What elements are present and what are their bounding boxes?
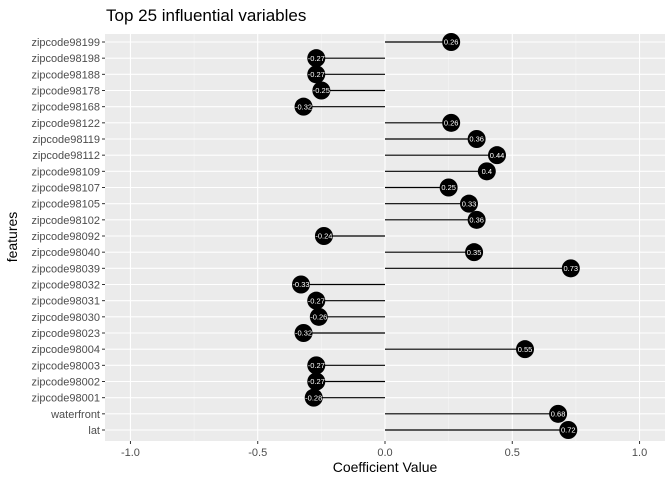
data-label: -0.33 — [292, 280, 309, 289]
y-tick-label: zipcode98032 — [31, 280, 100, 292]
x-axis-ticks: -1.0 -0.5 0.0 0.5 1.0 — [121, 441, 647, 459]
data-label: -0.27 — [308, 361, 325, 370]
lollipop-point — [307, 356, 326, 375]
y-tick-label: zipcode98122 — [31, 118, 100, 130]
y-tick-label: zipcode98198 — [31, 53, 100, 65]
lollipop-point — [442, 113, 461, 132]
y-tick-label: zipcode98030 — [31, 312, 100, 324]
lollipop-point — [549, 404, 568, 423]
y-tick-label: zipcode98031 — [31, 296, 100, 308]
lollipop-point — [467, 210, 486, 229]
data-label: -0.32 — [295, 102, 312, 111]
lollipop-point — [307, 291, 326, 310]
y-tick-label: zipcode98001 — [31, 393, 100, 405]
y-tick-label: zipcode98002 — [31, 377, 100, 389]
lollipop-stems — [301, 41, 571, 431]
y-axis-title: features — [4, 212, 20, 263]
data-label: 0.44 — [490, 151, 505, 160]
data-label: -0.27 — [308, 70, 325, 79]
x-tick-label: -1.0 — [121, 447, 140, 459]
y-tick-label: zipcode98004 — [31, 344, 100, 356]
y-axis-ticks: zipcode98199 zipcode98198 zipcode98188 zipc… — [31, 37, 105, 437]
y-tick-label: zipcode98178 — [31, 86, 100, 98]
lollipop-point — [442, 33, 461, 51]
data-label: 0.33 — [462, 199, 477, 208]
data-label: 0.36 — [469, 215, 484, 224]
lollipop-point — [307, 372, 326, 391]
lollipop-point — [465, 243, 484, 262]
y-tick-label: zipcode98188 — [31, 69, 100, 81]
lollipop-point — [516, 340, 534, 359]
lollipop-point — [307, 49, 326, 68]
lollipop-point — [292, 275, 310, 294]
data-label: -0.25 — [313, 86, 330, 95]
data-label: 0.55 — [518, 345, 533, 354]
data-label: 0.26 — [444, 118, 459, 127]
lollipop-point — [314, 227, 333, 245]
data-label: 0.73 — [564, 264, 579, 273]
x-tick-label: 0.0 — [377, 447, 392, 459]
x-tick-label: 0.5 — [505, 447, 520, 459]
lollipop-point — [488, 146, 506, 165]
data-label: -0.28 — [305, 393, 322, 402]
y-tick-label: zipcode98102 — [31, 215, 100, 227]
y-tick-label: zipcode98003 — [31, 360, 100, 372]
x-tick-label: 1.0 — [632, 447, 647, 459]
data-label: -0.24 — [315, 232, 332, 241]
data-label: -0.32 — [295, 329, 312, 338]
y-tick-label: zipcode98119 — [32, 134, 100, 146]
data-label: -0.27 — [308, 54, 325, 63]
y-tick-label: zipcode98112 — [32, 150, 100, 162]
data-label: 0.68 — [551, 409, 566, 418]
y-tick-label: zipcode98023 — [31, 328, 100, 340]
y-tick-label: zipcode98168 — [31, 102, 100, 114]
y-tick-label: zipcode98107 — [31, 183, 100, 195]
lollipop-point — [309, 307, 328, 326]
lollipop-point — [477, 162, 496, 181]
y-tick-label: zipcode98040 — [31, 247, 100, 259]
y-tick-label: zipcode98039 — [31, 263, 100, 275]
lollipop-point — [294, 324, 313, 342]
y-tick-label: waterfront — [50, 409, 100, 421]
lollipop-points: 0.26-0.27-0.27-0.25-0.320.260.360.440.40… — [292, 33, 580, 439]
y-tick-label: zipcode98105 — [31, 199, 100, 211]
lollipop-point — [312, 81, 331, 100]
data-label: 0.25 — [441, 183, 456, 192]
data-label: 0.72 — [561, 426, 576, 435]
data-label: 0.26 — [444, 38, 459, 47]
data-label: 0.36 — [469, 135, 484, 144]
data-label: 0.35 — [467, 248, 482, 257]
y-tick-label: zipcode98092 — [31, 231, 100, 243]
chart-title: Top 25 influential variables — [106, 6, 306, 25]
y-tick-label: zipcode98199 — [31, 37, 100, 49]
y-tick-label: zipcode98109 — [31, 166, 100, 178]
lollipop-point — [467, 130, 486, 148]
lollipop-point — [307, 65, 326, 84]
x-axis-title: Coefficient Value — [333, 459, 438, 475]
x-tick-label: -0.5 — [248, 447, 267, 459]
lollipop-point — [559, 421, 578, 439]
lollipop-point — [304, 388, 323, 407]
data-label: -0.27 — [308, 296, 325, 305]
y-tick-label: lat — [88, 425, 100, 437]
data-label: -0.26 — [310, 312, 327, 321]
lollipop-point — [460, 194, 478, 213]
lollipop-point — [561, 259, 580, 278]
lollipop-point — [294, 97, 313, 116]
data-label: -0.27 — [308, 377, 325, 386]
data-label: 0.4 — [482, 167, 492, 176]
lollipop-point — [439, 178, 458, 197]
